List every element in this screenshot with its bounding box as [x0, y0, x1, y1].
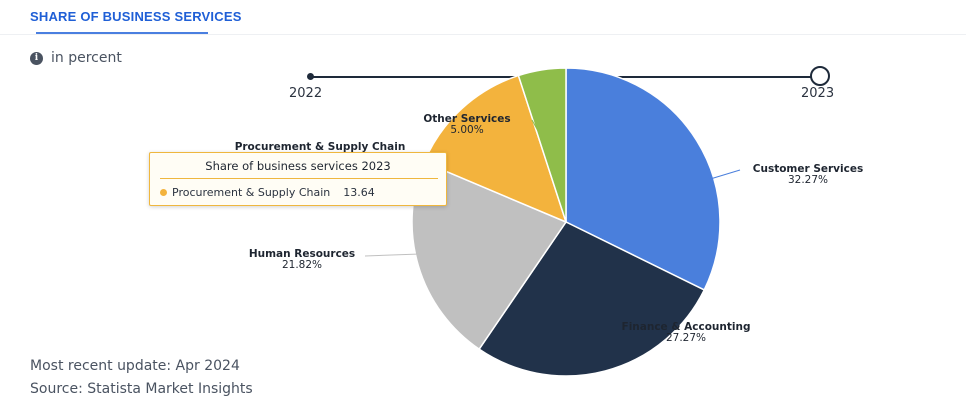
tooltip-series-name: Procurement & Supply Chain	[172, 186, 331, 199]
last-update-text: Most recent update: Apr 2024	[30, 358, 240, 374]
pie-slice-other-services[interactable]	[517, 67, 567, 223]
pie-slice-finance-accounting[interactable]	[478, 221, 706, 377]
slice-label-name: Other Services	[423, 113, 510, 125]
unit-label: in percent	[51, 50, 122, 66]
tooltip-series-marker	[160, 189, 167, 196]
slice-label-value: 5.00%	[450, 124, 483, 136]
tab-divider	[0, 34, 966, 35]
tooltip-row: Procurement & Supply Chain 13.64	[160, 186, 375, 199]
tooltip-divider	[160, 178, 438, 179]
chart-tooltip: Share of business services 2023 Procurem…	[149, 152, 447, 206]
slice-label-value: 21.82%	[282, 259, 322, 271]
unit-note: i in percent	[30, 50, 122, 66]
timeline-start-point[interactable]	[307, 73, 314, 80]
timeline-year-2023[interactable]: 2023	[801, 86, 835, 101]
tooltip-title: Share of business services 2023	[205, 159, 391, 173]
source-text: Source: Statista Market Insights	[30, 381, 253, 397]
timeline-year-2022[interactable]: 2022	[289, 86, 323, 101]
leader-line	[706, 169, 741, 181]
tooltip-series-value: 13.64	[343, 186, 375, 199]
leader-line	[604, 304, 630, 327]
timeline-slider-handle[interactable]	[810, 66, 830, 86]
slice-label-name: Finance & Accounting	[622, 321, 751, 333]
pie-slice-customer-services[interactable]	[565, 67, 721, 291]
slice-label-value: 32.27%	[788, 174, 828, 186]
slice-label-name: Procurement & Supply Chain	[235, 141, 406, 153]
chart-tab-title[interactable]: SHARE OF BUSINESS SERVICES	[30, 9, 242, 24]
leader-line	[531, 119, 544, 141]
slice-label-name: Customer Services	[753, 163, 863, 175]
active-tab-indicator	[36, 32, 208, 34]
info-icon[interactable]: i	[30, 51, 43, 65]
slice-label-name: Human Resources	[249, 248, 355, 260]
leader-line	[364, 253, 421, 257]
slice-label-value: 27.27%	[666, 332, 706, 344]
